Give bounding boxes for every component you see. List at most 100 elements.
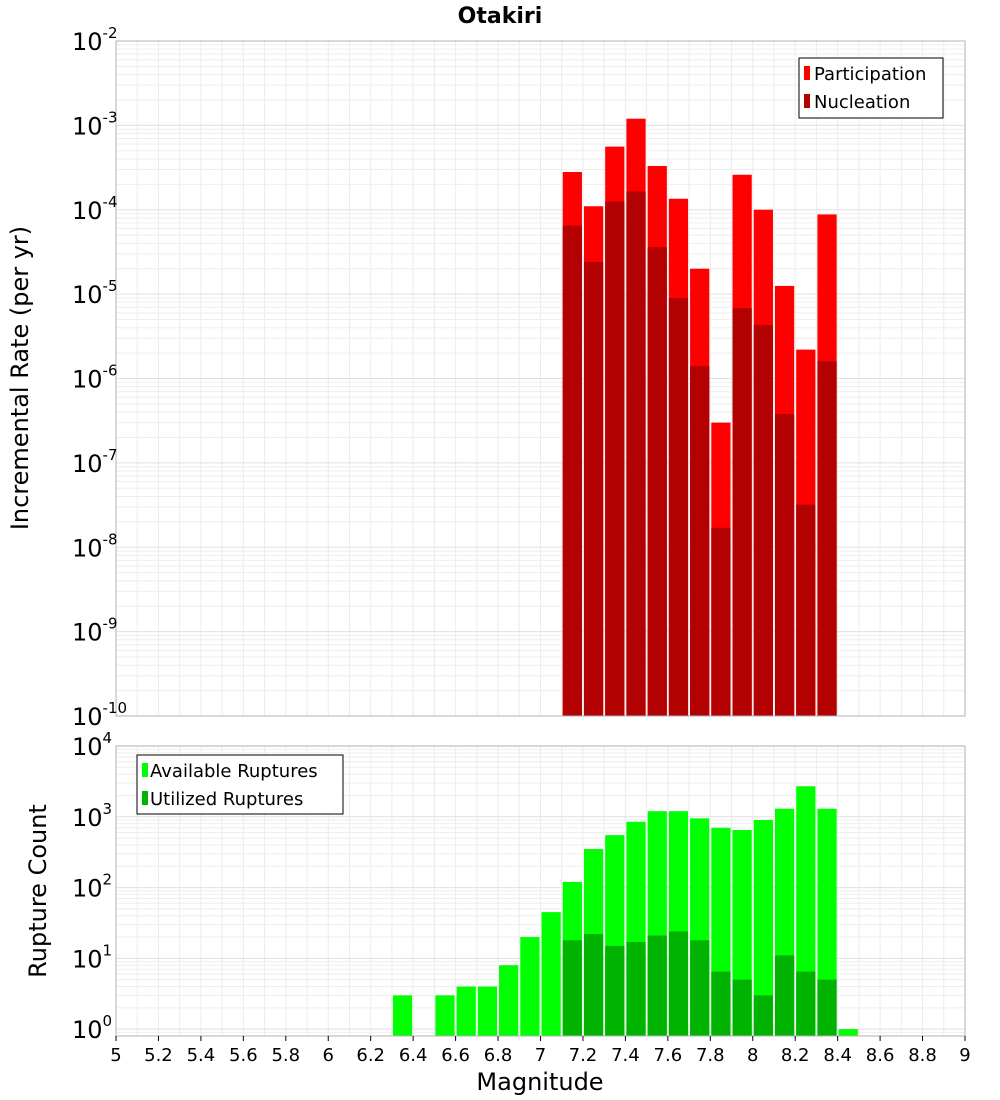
- y-tick-exponent: -4: [103, 193, 118, 211]
- y-tick-exponent: -3: [103, 108, 118, 126]
- bar-available-ruptures: [520, 937, 540, 1036]
- bar-nucleation: [732, 308, 752, 716]
- bar-available-ruptures: [541, 912, 561, 1036]
- bar-utilized-ruptures: [583, 934, 604, 1036]
- x-tick-label: 5.4: [187, 1045, 216, 1066]
- x-tick-label: 8.4: [823, 1045, 852, 1066]
- x-tick-label: 9: [959, 1045, 970, 1066]
- y-tick-base: 10: [72, 28, 103, 56]
- x-ticks: 5 5.2 5.4 5.6 5.8 6 6.2 6.4 6.6 6.8 7 7.2 7.4 7.6 7.8 8…: [110, 1036, 971, 1066]
- x-tick-label: 8.2: [781, 1045, 810, 1066]
- top-y-axis-label: Incremental Rate (per yr): [6, 226, 34, 530]
- x-tick-label: 5.6: [229, 1045, 258, 1066]
- x-tick-label: 5.2: [144, 1045, 173, 1066]
- y-tick-base: 10: [72, 366, 103, 394]
- bar-nucleation: [605, 201, 625, 716]
- x-axis-label: Magnitude: [476, 1068, 603, 1096]
- y-tick-exponent: 4: [103, 729, 113, 747]
- bar-nucleation: [796, 504, 816, 716]
- x-tick-label: 6.4: [399, 1045, 428, 1066]
- bar-nucleation: [753, 325, 773, 716]
- y-tick-label: 10-9: [72, 615, 118, 647]
- y-tick-label: 101: [72, 941, 112, 973]
- bar-available-ruptures: [499, 965, 519, 1036]
- chart-title: Otakiri: [458, 4, 543, 29]
- x-tick-label: 6: [323, 1045, 334, 1066]
- y-tick-base: 10: [72, 733, 103, 761]
- y-tick-exponent: 3: [103, 800, 113, 818]
- y-tick-exponent: 2: [103, 871, 113, 889]
- top-bars: [562, 118, 837, 717]
- y-tick-label: 100: [72, 1012, 112, 1044]
- y-tick-exponent: -8: [103, 530, 118, 548]
- y-tick-base: 10: [72, 875, 103, 903]
- y-tick-label: 10-2: [72, 24, 118, 56]
- bar-nucleation: [817, 361, 837, 716]
- x-tick-label: 7.2: [569, 1045, 598, 1066]
- x-tick-label: 7.6: [654, 1045, 683, 1066]
- y-tick-label: 104: [72, 729, 112, 761]
- y-tick-label: 103: [72, 800, 112, 832]
- bar-utilized-ruptures: [796, 971, 816, 1036]
- bar-available-ruptures: [477, 986, 498, 1036]
- y-tick-exponent: -2: [103, 24, 118, 42]
- bar-utilized-ruptures: [690, 940, 710, 1036]
- legend-swatch-nucleation: [804, 94, 810, 108]
- y-tick-label: 10-7: [72, 446, 118, 478]
- bottom-legend: Available Ruptures Utilized Ruptures: [136, 754, 344, 815]
- legend-label-participation: Participation: [814, 64, 926, 85]
- x-tick-label: 6.8: [484, 1045, 513, 1066]
- y-tick-exponent: 1: [103, 941, 113, 959]
- y-tick-base: 10: [72, 281, 103, 309]
- top-plot-frame: [115, 40, 966, 717]
- y-tick-label: 10-10: [72, 699, 127, 731]
- x-tick-label: 6.6: [441, 1045, 470, 1066]
- bottom-bars: [392, 786, 858, 1036]
- y-tick-base: 10: [72, 945, 103, 973]
- y-tick-label: 102: [72, 871, 112, 903]
- y-tick-label: 10-3: [72, 108, 118, 140]
- y-tick-base: 10: [72, 112, 103, 140]
- bottom-legend-box: [136, 754, 344, 815]
- bar-available-ruptures: [456, 986, 476, 1036]
- bar-utilized-ruptures: [753, 995, 773, 1036]
- y-tick-label: 10-8: [72, 530, 118, 562]
- legend-label-available: Available Ruptures: [150, 761, 318, 782]
- y-tick-exponent: -9: [103, 615, 118, 633]
- y-tick-base: 10: [72, 703, 103, 731]
- bar-nucleation: [562, 225, 582, 716]
- bar-utilized-ruptures: [647, 935, 667, 1036]
- y-tick-base: 10: [72, 534, 103, 562]
- bar-nucleation: [711, 527, 731, 716]
- y-tick-label: 10-6: [72, 362, 118, 394]
- y-tick-exponent: -5: [103, 277, 118, 295]
- bar-available-ruptures: [838, 1029, 858, 1036]
- bar-utilized-ruptures: [605, 945, 625, 1036]
- bar-nucleation: [668, 297, 689, 716]
- y-tick-exponent: -7: [103, 446, 118, 464]
- bar-utilized-ruptures: [626, 942, 646, 1036]
- bar-available-ruptures: [392, 995, 413, 1036]
- x-tick-label: 8.8: [908, 1045, 937, 1066]
- bar-nucleation: [774, 413, 795, 716]
- x-tick-label: 7: [535, 1045, 546, 1066]
- bar-utilized-ruptures: [732, 979, 752, 1036]
- x-tick-label: 6.2: [356, 1045, 385, 1066]
- bar-nucleation: [647, 247, 667, 716]
- legend-swatch-available: [142, 763, 148, 777]
- y-tick-base: 10: [72, 804, 103, 832]
- y-tick-exponent: 0: [103, 1012, 113, 1030]
- legend-label-nucleation: Nucleation: [814, 92, 910, 113]
- bar-nucleation: [583, 262, 604, 716]
- y-tick-exponent: -6: [103, 362, 118, 380]
- x-tick-label: 5: [110, 1045, 121, 1066]
- bar-available-ruptures: [817, 808, 837, 1036]
- top-legend-box: [798, 57, 944, 119]
- bar-utilized-ruptures: [817, 979, 837, 1036]
- top-legend: Participation Nucleation: [798, 57, 944, 119]
- y-tick-base: 10: [72, 619, 103, 647]
